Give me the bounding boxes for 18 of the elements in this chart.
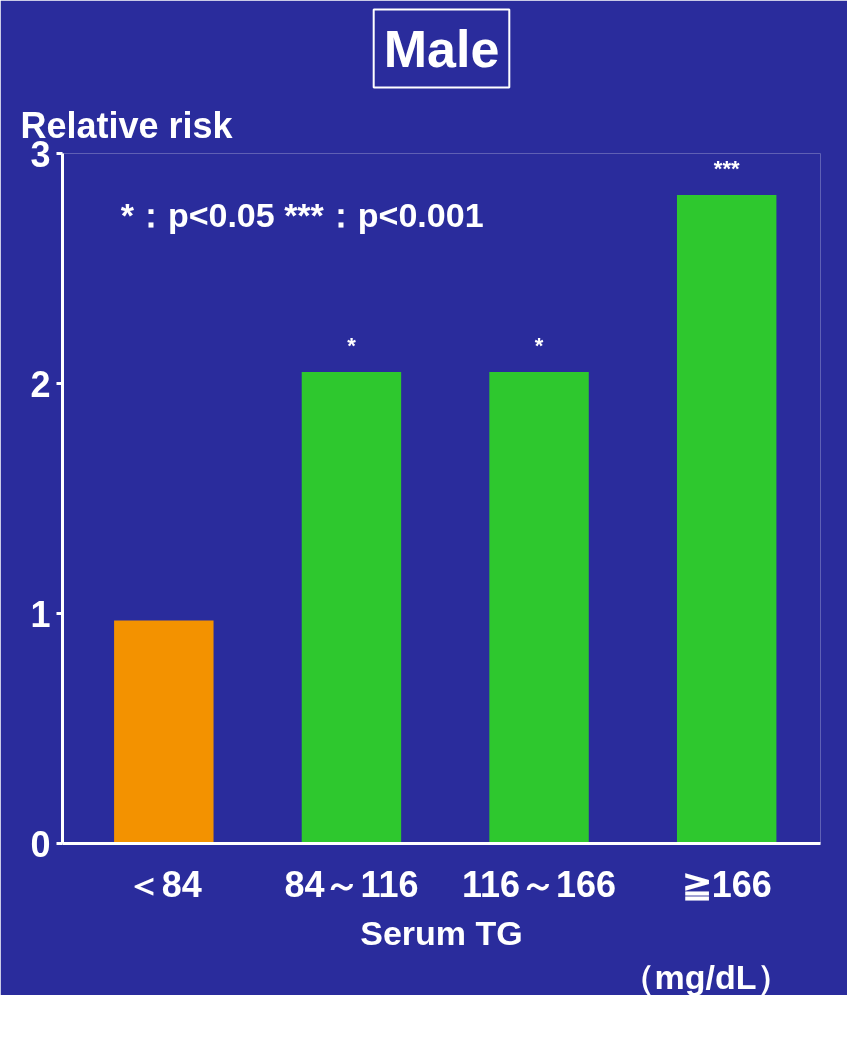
x-tick-label: 84～116 [284,863,419,905]
bar [489,372,589,844]
annotation: *** [713,155,740,181]
x-tick-label: ≧166 [681,863,772,905]
bar [676,194,777,844]
text: （mg/dL） [620,957,791,996]
y-tick-label: 2 [30,363,51,405]
chart-title: Male [383,19,500,78]
annotation: * [347,333,357,358]
annotation: * [534,333,544,358]
bar [301,372,402,844]
y-tick-label: 0 [30,823,51,865]
x-tick-label: 116～166 [461,863,617,905]
annotation: *：p<0.05 ***：p<0.001 [120,196,484,234]
x-tick-label: ＜84 [125,863,202,905]
bar [114,620,214,844]
y-tick-label: 1 [30,593,51,635]
x-axis-title: Serum TG [360,913,523,952]
